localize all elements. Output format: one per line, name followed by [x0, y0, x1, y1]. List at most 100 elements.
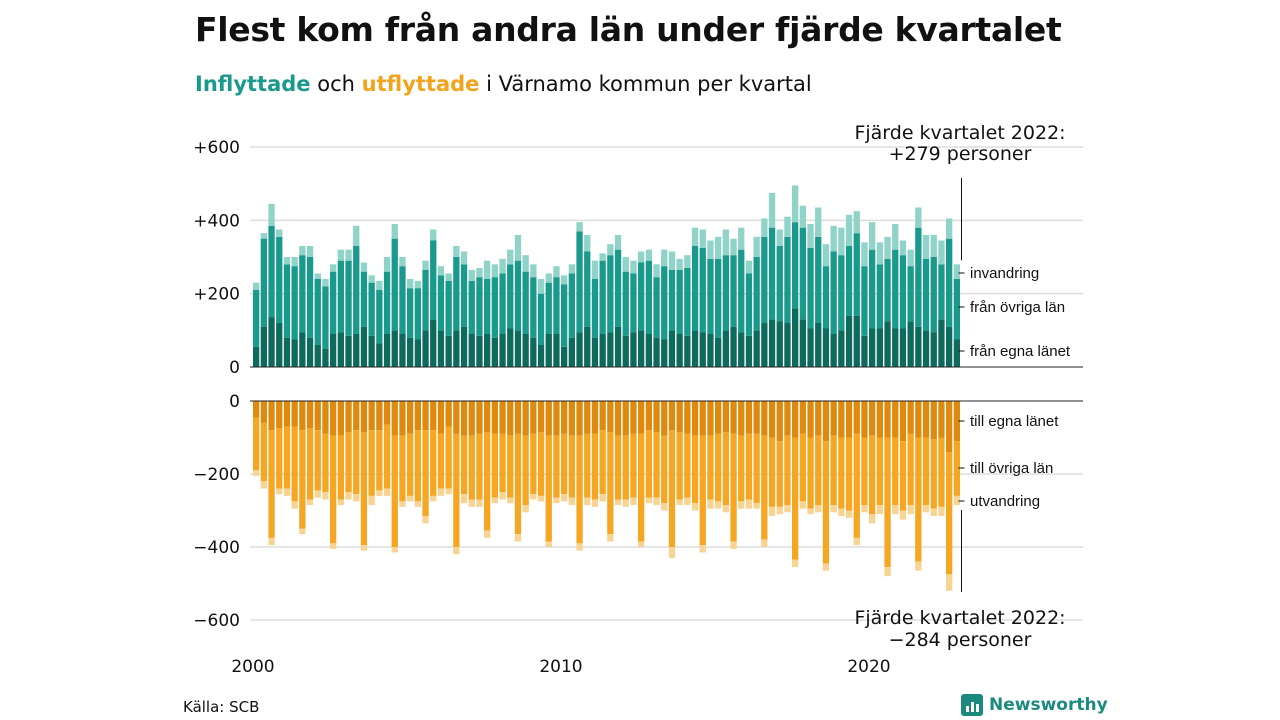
- bar-outflow-emigration: [337, 499, 344, 506]
- bar-inflow-other-counties: [553, 277, 560, 334]
- bar-inflow-other-counties: [476, 277, 483, 336]
- bar-outflow-other-counties: [614, 435, 622, 500]
- bar-inflow-immigration: [722, 229, 729, 256]
- bar-outflow-emigration: [861, 505, 868, 513]
- bar-inflow-other-counties: [599, 260, 606, 334]
- bar-inflow-other-counties: [507, 264, 514, 329]
- bar-outflow-other-counties: [638, 433, 645, 542]
- bar-inflow-own-county: [807, 328, 814, 367]
- bar-inflow-immigration: [368, 275, 375, 283]
- bar-outflow-other-counties: [530, 433, 537, 495]
- bar-outflow-other-counties: [576, 435, 583, 544]
- bar-inflow-own-county: [368, 335, 375, 367]
- bar-inflow-other-counties: [430, 240, 437, 320]
- bar-outflow-emigration: [668, 547, 676, 558]
- bar-outflow-other-counties: [353, 430, 360, 495]
- bar-outflow-other-counties: [561, 433, 568, 495]
- bar-outflow-emigration: [845, 510, 853, 518]
- bar-inflow-immigration: [545, 273, 552, 283]
- bar-inflow-other-counties: [407, 288, 414, 338]
- annotation-top-line1: Fjärde kvartalet 2022:: [854, 122, 1065, 144]
- y-tick-label-top: +400: [193, 211, 240, 231]
- bar-outflow-other-counties: [853, 433, 860, 538]
- bar-inflow-other-counties: [861, 266, 868, 336]
- bar-inflow-other-counties: [330, 271, 337, 334]
- bar-inflow-own-county: [722, 330, 729, 367]
- bar-outflow-own-county: [360, 401, 368, 433]
- bar-inflow-immigration: [691, 227, 699, 246]
- bar-outflow-other-counties: [507, 435, 514, 498]
- bar-inflow-own-county: [884, 321, 891, 367]
- series-label-top: från övriga län: [970, 299, 1065, 316]
- bar-outflow-own-county: [391, 401, 398, 436]
- bar-inflow-immigration: [853, 211, 860, 234]
- bar-outflow-own-county: [684, 401, 691, 434]
- bar-inflow-own-county: [907, 321, 914, 367]
- bar-inflow-own-county: [591, 337, 599, 367]
- bar-inflow-immigration: [614, 235, 622, 250]
- bar-inflow-other-counties: [522, 271, 529, 334]
- bar-outflow-emigration: [691, 503, 699, 511]
- bar-inflow-other-counties: [360, 271, 368, 327]
- bar-outflow-own-county: [953, 401, 960, 442]
- bar-inflow-immigration: [514, 235, 522, 261]
- bar-inflow-immigration: [668, 251, 676, 270]
- bar-inflow-other-counties: [838, 255, 845, 331]
- bar-outflow-emigration: [253, 470, 260, 476]
- bar-outflow-emigration: [468, 499, 475, 507]
- bar-outflow-emigration: [268, 537, 275, 546]
- bar-inflow-own-county: [691, 330, 699, 367]
- bar-inflow-own-county: [537, 345, 545, 367]
- bar-inflow-own-county: [484, 334, 491, 367]
- bar-inflow-other-counties: [353, 246, 360, 334]
- bar-outflow-other-counties: [306, 428, 314, 500]
- chart-title: Flest kom från andra län under fjärde kv…: [195, 10, 1062, 49]
- bar-outflow-other-counties: [922, 437, 930, 506]
- bar-outflow-emigration: [360, 545, 368, 551]
- bar-inflow-own-county: [776, 321, 783, 367]
- bar-inflow-own-county: [422, 330, 429, 367]
- bar-inflow-own-county: [715, 337, 722, 367]
- bar-outflow-own-county: [614, 401, 622, 436]
- bar-outflow-emigration: [630, 497, 637, 506]
- bar-inflow-immigration: [299, 246, 306, 256]
- bar-outflow-own-county: [753, 401, 760, 434]
- bar-inflow-other-counties: [645, 260, 652, 334]
- series-label-bottom: utvandring: [970, 493, 1040, 510]
- bar-outflow-own-county: [668, 401, 676, 431]
- bar-inflow-own-county: [260, 326, 267, 367]
- bar-outflow-own-county: [383, 401, 391, 425]
- bar-outflow-emigration: [299, 528, 306, 535]
- bar-outflow-other-counties: [799, 433, 806, 502]
- bar-outflow-other-counties: [468, 435, 475, 500]
- bar-outflow-other-counties: [668, 430, 676, 547]
- bar-outflow-emigration: [738, 501, 745, 509]
- bar-outflow-other-counties: [414, 430, 421, 502]
- bar-outflow-other-counties: [830, 435, 837, 506]
- bar-inflow-other-counties: [399, 266, 406, 334]
- bar-outflow-other-counties: [553, 435, 560, 498]
- bar-outflow-own-county: [430, 401, 437, 431]
- bar-inflow-own-county: [930, 332, 937, 367]
- bar-inflow-other-counties: [576, 231, 583, 333]
- bar-outflow-own-county: [276, 401, 283, 429]
- bar-inflow-own-county: [922, 330, 930, 367]
- bar-inflow-own-county: [915, 326, 922, 367]
- bar-outflow-emigration: [753, 503, 760, 509]
- bar-inflow-immigration: [953, 264, 960, 279]
- bar-inflow-immigration: [645, 249, 652, 261]
- bar-inflow-immigration: [337, 249, 344, 261]
- bar-inflow-own-county: [676, 334, 683, 367]
- bar-outflow-other-counties: [291, 426, 298, 502]
- bar-inflow-immigration: [792, 185, 799, 223]
- bar-inflow-own-county: [838, 330, 845, 367]
- bar-inflow-other-counties: [938, 264, 945, 320]
- bar-outflow-emigration: [822, 563, 830, 571]
- bar-outflow-emigration: [407, 495, 414, 502]
- bar-outflow-other-counties: [584, 433, 591, 498]
- bar-outflow-other-counties: [653, 432, 660, 498]
- bar-inflow-immigration: [306, 246, 314, 257]
- bar-inflow-own-county: [792, 308, 799, 367]
- bar-outflow-other-counties: [514, 433, 522, 535]
- bar-inflow-immigration: [561, 275, 568, 285]
